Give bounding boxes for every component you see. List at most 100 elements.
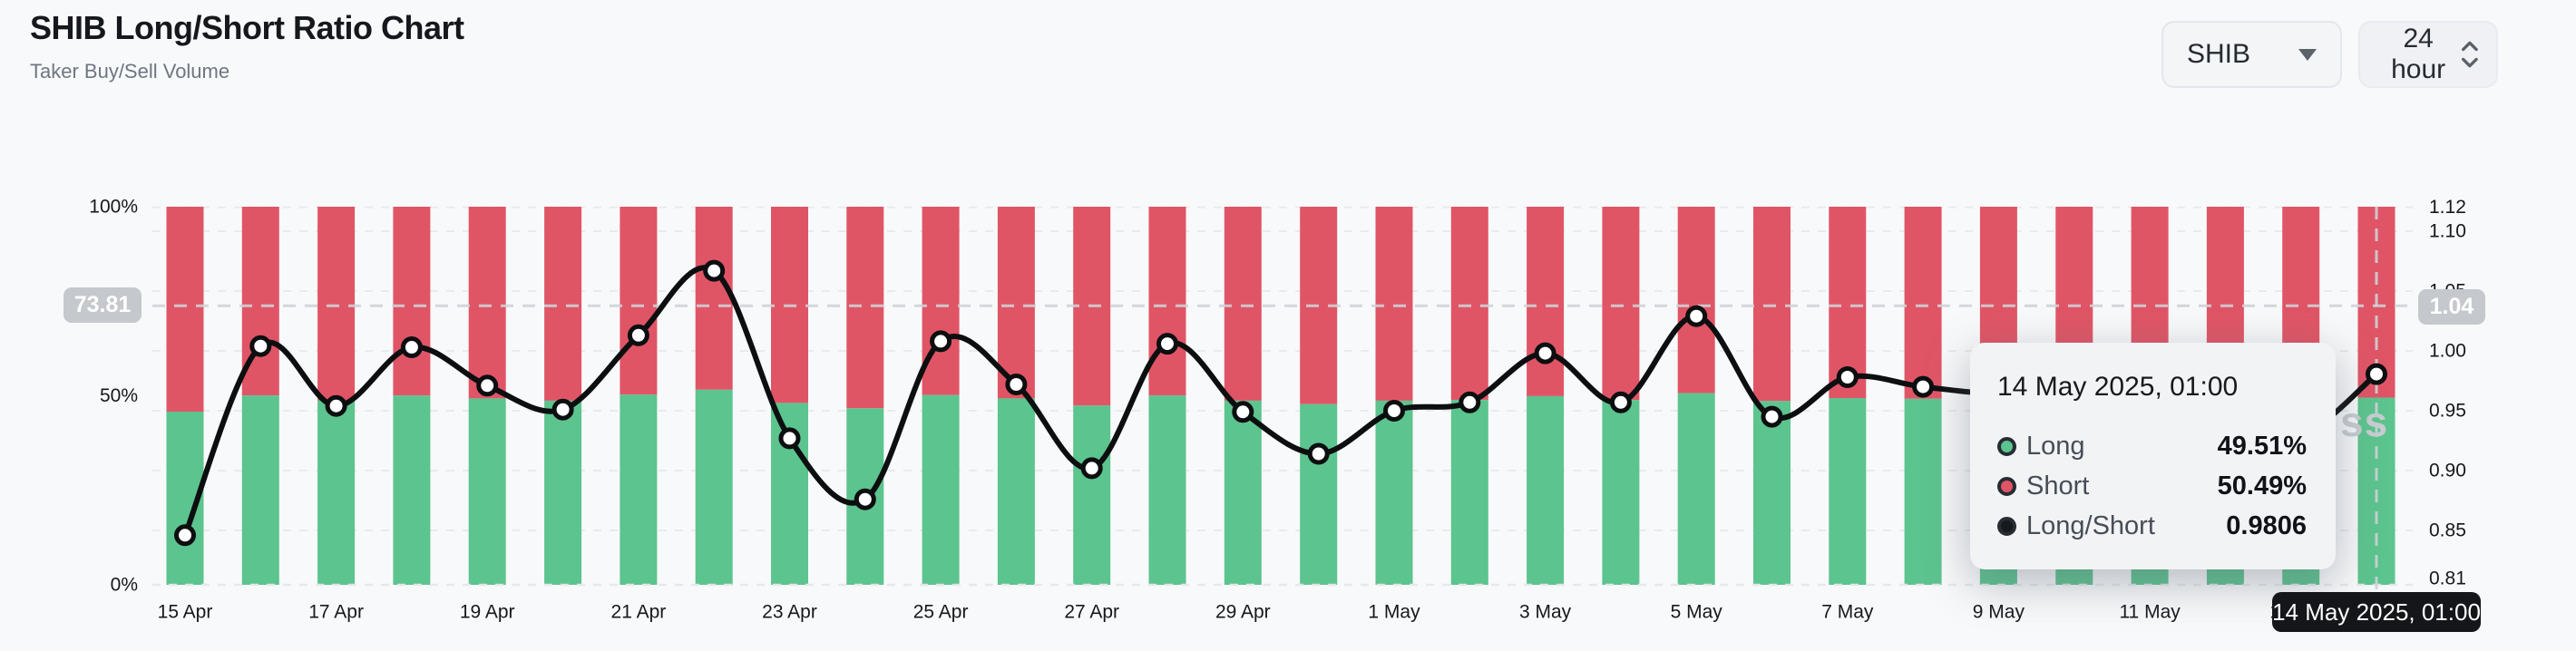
- data-point-5 May[interactable]: [1685, 305, 1708, 327]
- data-point-19 Apr[interactable]: [476, 374, 499, 397]
- data-point-2 May[interactable]: [1459, 391, 1481, 413]
- bar-short-4 May[interactable]: [1602, 207, 1640, 401]
- bar-long-30 Apr[interactable]: [1300, 403, 1338, 585]
- bar-long-17 Apr[interactable]: [317, 400, 356, 586]
- bar-long-27 Apr[interactable]: [1073, 405, 1111, 585]
- bar-short-5 May[interactable]: [1677, 207, 1715, 394]
- data-point-17 Apr[interactable]: [325, 394, 347, 417]
- bar-long-20 Apr[interactable]: [544, 400, 582, 585]
- data-point-3 May[interactable]: [1534, 342, 1556, 364]
- bar-short-2 May[interactable]: [1450, 207, 1488, 401]
- crosshair-left-axis-badge: 73.81: [63, 287, 141, 323]
- crosshair-right-axis-badge: 1.04: [2418, 289, 2485, 325]
- tooltip-long-label: Long: [2026, 431, 2085, 461]
- chevron-down-icon: [2298, 48, 2317, 61]
- x-axis-label: 15 Apr: [158, 602, 213, 623]
- bar-short-1 May[interactable]: [1375, 207, 1413, 401]
- up-down-chevrons-icon: [2462, 41, 2479, 68]
- data-point-23 Apr[interactable]: [778, 427, 801, 450]
- bar-long-29 Apr[interactable]: [1224, 400, 1262, 585]
- x-axis-label: 23 Apr: [762, 602, 817, 623]
- page-title: SHIB Long/Short Ratio Chart: [30, 9, 464, 46]
- data-point-29 Apr[interactable]: [1232, 401, 1254, 423]
- bar-long-18 Apr[interactable]: [393, 395, 431, 585]
- data-point-16 Apr[interactable]: [249, 335, 272, 357]
- data-point-27 Apr[interactable]: [1080, 457, 1103, 480]
- bar-long-6 May[interactable]: [1753, 401, 1791, 585]
- bar-short-8 May[interactable]: [1904, 207, 1942, 399]
- bar-short-19 Apr[interactable]: [468, 207, 506, 399]
- bar-short-15 Apr[interactable]: [166, 207, 204, 412]
- bar-short-18 Apr[interactable]: [393, 207, 431, 396]
- data-point-21 Apr[interactable]: [627, 324, 649, 346]
- bar-long-3 May[interactable]: [1527, 395, 1565, 585]
- interval-select-value: 24 hour: [2391, 24, 2446, 84]
- tooltip-long-value: 49.51%: [2217, 431, 2307, 461]
- data-point-4 May[interactable]: [1609, 391, 1632, 413]
- bar-long-25 Apr[interactable]: [922, 394, 960, 585]
- tooltip-ratio-label: Long/Short: [2026, 510, 2155, 540]
- bar-long-8 May[interactable]: [1904, 398, 1942, 585]
- tooltip-row-long: Long 49.51%: [1997, 426, 2307, 466]
- bar-short-24 Apr[interactable]: [846, 207, 884, 409]
- right-axis-label: 1.00: [2429, 341, 2466, 362]
- data-point-1 May[interactable]: [1383, 400, 1405, 422]
- bar-long-19 Apr[interactable]: [468, 398, 506, 585]
- chart-tooltip: 14 May 2025, 01:00 Long 49.51% Short 50.…: [1970, 343, 2336, 569]
- tooltip-short-label: Short: [2026, 471, 2090, 500]
- bar-short-29 Apr[interactable]: [1224, 207, 1262, 401]
- bar-long-16 Apr[interactable]: [241, 395, 279, 585]
- x-axis-label: 5 May: [1671, 602, 1723, 623]
- data-point-6 May[interactable]: [1761, 405, 1783, 428]
- watermark-fragment: ss: [2340, 398, 2389, 445]
- data-point-7 May[interactable]: [1836, 366, 1859, 388]
- bar-short-22 Apr[interactable]: [695, 207, 733, 390]
- data-point-18 Apr[interactable]: [400, 336, 423, 358]
- bar-short-6 May[interactable]: [1753, 207, 1791, 402]
- bar-short-21 Apr[interactable]: [620, 207, 658, 395]
- data-point-28 Apr[interactable]: [1156, 333, 1178, 355]
- right-axis-label: 0.95: [2429, 401, 2466, 422]
- data-point-14 May[interactable]: [2366, 363, 2387, 385]
- bar-short-17 Apr[interactable]: [317, 207, 356, 401]
- bar-long-22 Apr[interactable]: [695, 389, 733, 585]
- tooltip-short-value: 50.49%: [2217, 471, 2307, 500]
- data-point-8 May[interactable]: [1912, 375, 1935, 398]
- bar-short-26 Apr[interactable]: [997, 207, 1035, 399]
- left-axis-label: 0%: [111, 575, 138, 596]
- data-point-24 Apr[interactable]: [854, 488, 876, 510]
- data-point-15 Apr[interactable]: [174, 524, 196, 547]
- crosshair-date-badge: 14 May 2025, 01:00: [2272, 592, 2481, 632]
- bar-short-28 Apr[interactable]: [1148, 207, 1186, 396]
- bar-short-20 Apr[interactable]: [544, 207, 582, 401]
- bar-short-7 May[interactable]: [1829, 207, 1867, 398]
- bar-short-25 Apr[interactable]: [922, 207, 960, 395]
- data-point-25 Apr[interactable]: [930, 330, 952, 353]
- symbol-select[interactable]: SHIB: [2161, 21, 2342, 88]
- x-axis-label: 19 Apr: [460, 602, 515, 623]
- bar-long-21 Apr[interactable]: [620, 394, 658, 585]
- tooltip-title: 14 May 2025, 01:00: [1997, 372, 2239, 402]
- bar-short-3 May[interactable]: [1527, 207, 1565, 396]
- header: SHIB Long/Short Ratio Chart Taker Buy/Se…: [30, 9, 464, 83]
- bar-long-4 May[interactable]: [1602, 400, 1640, 585]
- bar-long-2 May[interactable]: [1450, 400, 1488, 585]
- x-axis-label: 3 May: [1519, 602, 1572, 623]
- x-axis-label: 11 May: [2119, 602, 2181, 623]
- ratio-series-dot-icon: [1997, 516, 2016, 536]
- bar-long-1 May[interactable]: [1375, 400, 1413, 585]
- bar-long-26 Apr[interactable]: [997, 398, 1035, 585]
- long-short-ratio-line[interactable]: [182, 265, 2379, 539]
- interval-select[interactable]: 24 hour: [2358, 21, 2498, 88]
- bar-long-28 Apr[interactable]: [1148, 395, 1186, 585]
- data-point-30 Apr[interactable]: [1307, 442, 1330, 465]
- bar-long-7 May[interactable]: [1829, 398, 1867, 585]
- data-point-22 Apr[interactable]: [703, 259, 726, 282]
- x-axis-label: 17 Apr: [308, 602, 364, 623]
- data-point-26 Apr[interactable]: [1005, 374, 1028, 395]
- long-series-dot-icon: [1997, 436, 2016, 456]
- x-axis-label: 1 May: [1368, 602, 1420, 623]
- data-point-20 Apr[interactable]: [551, 398, 574, 421]
- bar-long-5 May[interactable]: [1677, 393, 1715, 585]
